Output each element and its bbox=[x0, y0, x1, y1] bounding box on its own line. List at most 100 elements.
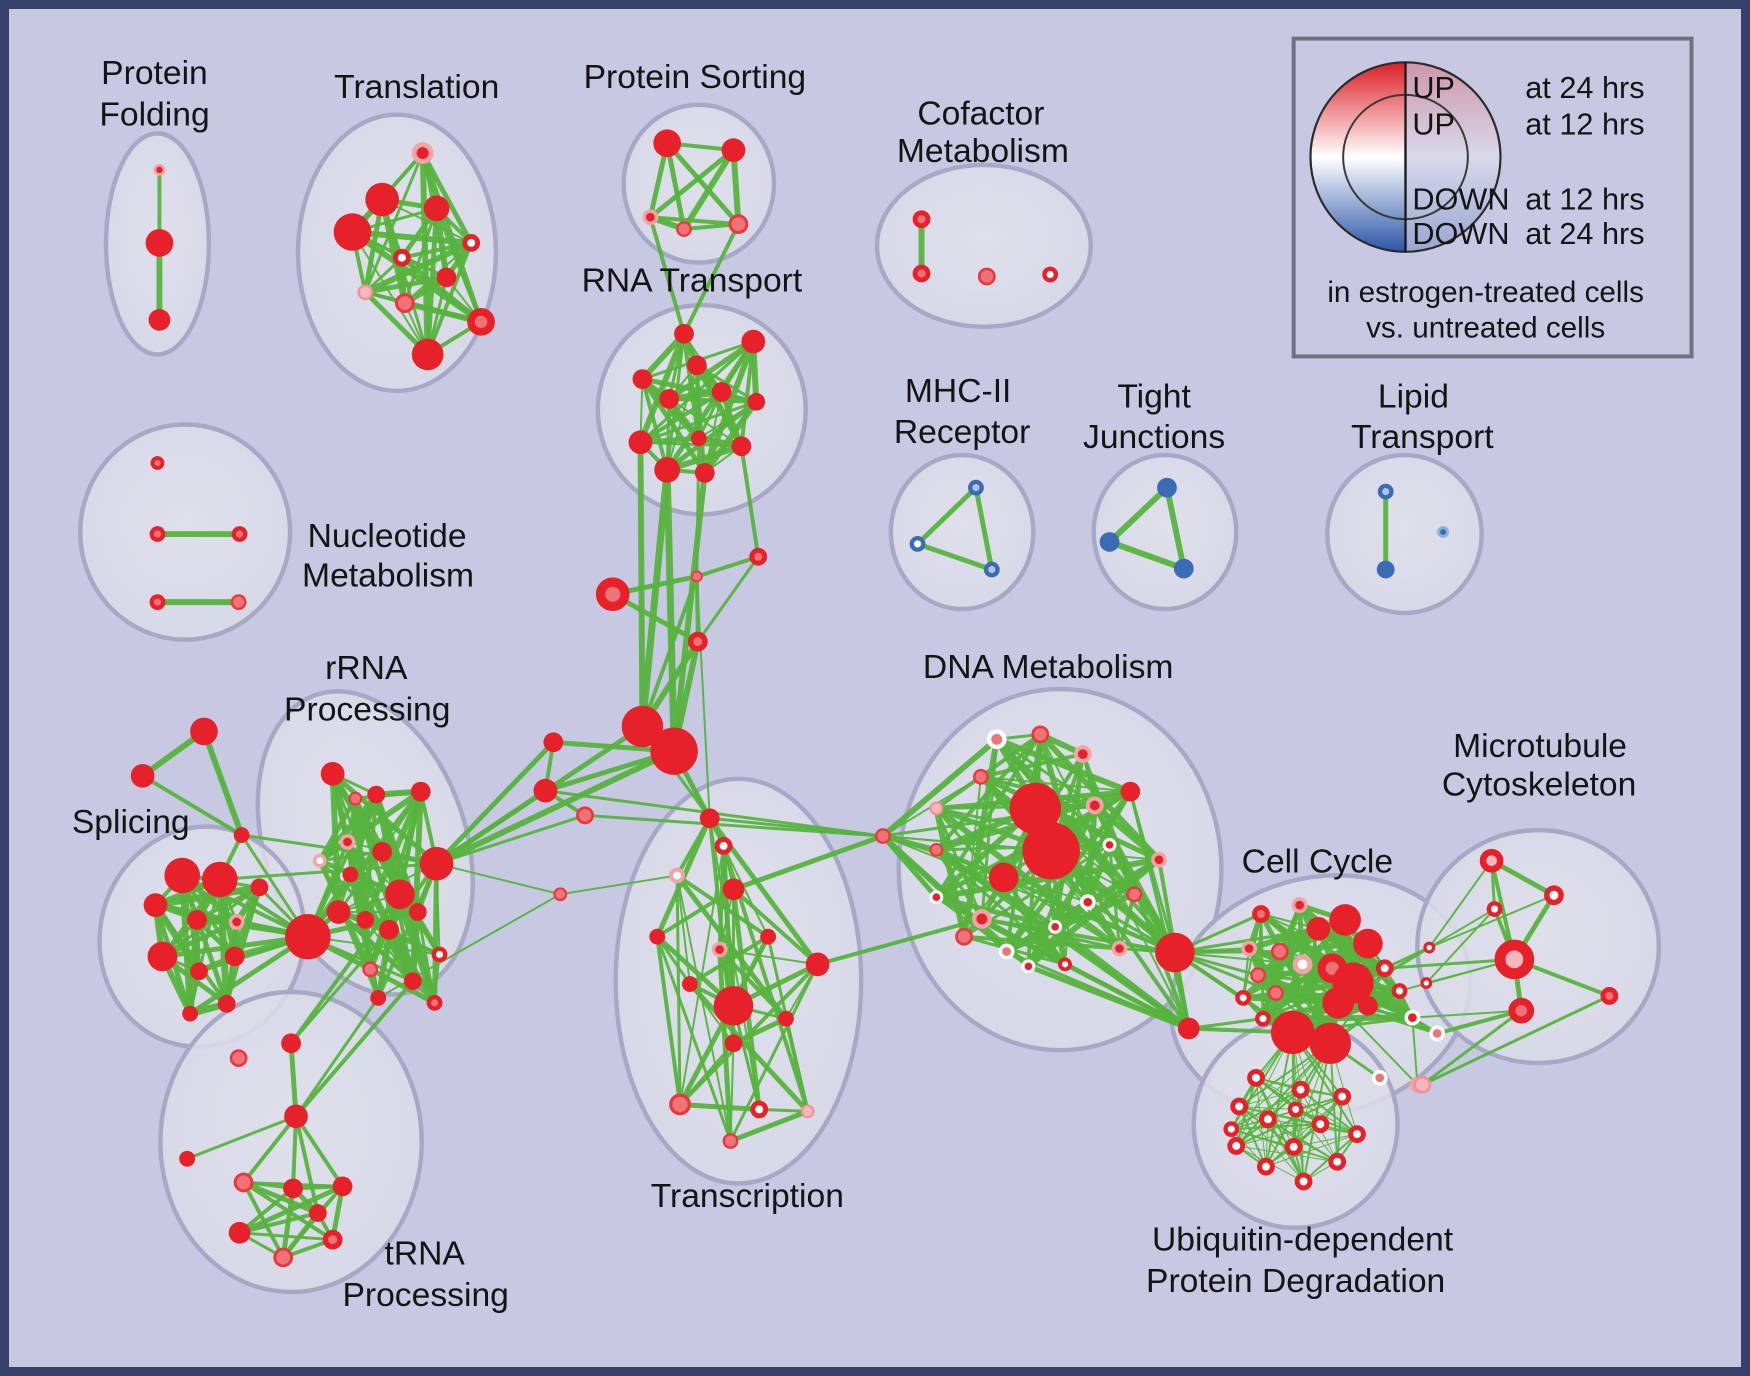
gene-node bbox=[632, 369, 653, 389]
edge bbox=[731, 887, 820, 967]
gene-node bbox=[1126, 886, 1143, 903]
gene-node bbox=[1404, 1009, 1421, 1026]
gene-node bbox=[143, 893, 168, 917]
gene-node bbox=[674, 323, 694, 344]
gene-node bbox=[1257, 1157, 1275, 1176]
gene-node bbox=[669, 867, 685, 884]
cluster-ellipse-microtubule-cytoskeleton bbox=[1415, 827, 1662, 1066]
cluster-label-mhc-ii-receptor: Receptor bbox=[894, 414, 1031, 451]
edge bbox=[434, 739, 556, 867]
gene-node bbox=[676, 221, 692, 237]
edge bbox=[1238, 1105, 1297, 1110]
edge bbox=[729, 1042, 735, 1142]
gene-node bbox=[187, 910, 207, 930]
gene-node bbox=[228, 1221, 251, 1244]
gene-node bbox=[713, 986, 754, 1026]
gene-node bbox=[1235, 989, 1252, 1006]
gene-node bbox=[1031, 725, 1050, 744]
edge bbox=[1425, 908, 1496, 985]
cluster-label-ubiquitin-degradation: Ubiquitin-dependent bbox=[1152, 1222, 1454, 1259]
gene-node bbox=[998, 943, 1015, 960]
gene-node bbox=[543, 732, 564, 753]
edge bbox=[351, 231, 429, 356]
gene-node bbox=[669, 1093, 691, 1116]
gene-node bbox=[1079, 894, 1096, 911]
gene-node bbox=[419, 846, 454, 881]
edge bbox=[667, 396, 759, 404]
gene-node bbox=[436, 267, 457, 288]
edge bbox=[280, 1185, 296, 1260]
cluster-label-rna-transport: RNA Transport bbox=[582, 262, 803, 299]
edge bbox=[1187, 1017, 1265, 1030]
gene-node bbox=[1391, 983, 1408, 999]
node-layer bbox=[130, 129, 1619, 1268]
edge bbox=[1265, 1096, 1343, 1168]
gene-node bbox=[283, 1178, 303, 1199]
edge bbox=[237, 1186, 296, 1235]
edge bbox=[655, 934, 683, 1107]
edge bbox=[1173, 951, 1304, 966]
gene-node bbox=[150, 456, 165, 470]
gene-node bbox=[1292, 954, 1313, 975]
edge bbox=[420, 150, 474, 246]
edge bbox=[637, 330, 687, 446]
edge bbox=[1302, 1042, 1332, 1183]
edge bbox=[240, 833, 439, 866]
gene-node bbox=[1353, 928, 1383, 959]
gene-node bbox=[1377, 483, 1394, 500]
edge bbox=[1420, 994, 1611, 1087]
cluster-label-nucleotide-metabolism: Nucleotide bbox=[308, 518, 467, 555]
gene-node bbox=[912, 210, 931, 229]
edge bbox=[349, 229, 475, 246]
edge bbox=[1235, 1123, 1321, 1147]
edge bbox=[980, 917, 1191, 1030]
edge bbox=[675, 873, 771, 939]
edge bbox=[433, 748, 678, 867]
gene-node bbox=[1437, 526, 1450, 538]
legend-box bbox=[1291, 36, 1694, 359]
gene-node bbox=[233, 827, 250, 843]
edge bbox=[238, 1231, 335, 1242]
cluster-label-microtubule-cytoskeleton: Microtubule bbox=[1453, 728, 1627, 765]
gene-node bbox=[1151, 851, 1167, 868]
edge bbox=[1411, 1009, 1523, 1019]
gene-node bbox=[929, 801, 944, 816]
edge bbox=[187, 934, 311, 1017]
gene-node bbox=[722, 878, 745, 901]
edge bbox=[730, 147, 742, 228]
legend-circle-right-half bbox=[1405, 62, 1501, 252]
edge bbox=[432, 861, 440, 1006]
gene-node bbox=[1048, 919, 1063, 934]
gene-node bbox=[1479, 848, 1504, 873]
gene-node bbox=[711, 382, 732, 402]
edge bbox=[195, 885, 262, 922]
gene-node bbox=[694, 462, 715, 483]
gene-node bbox=[229, 1049, 248, 1067]
edge bbox=[317, 796, 358, 864]
gene-node bbox=[1102, 838, 1117, 852]
cluster-label-lipid-transport: Lipid bbox=[1378, 379, 1449, 416]
gene-node bbox=[1223, 1121, 1240, 1138]
gene-node bbox=[1413, 1075, 1432, 1094]
edge bbox=[664, 443, 745, 473]
legend-caption-line: vs. untreated cells bbox=[1366, 312, 1605, 345]
gene-node bbox=[750, 1100, 769, 1119]
gene-node bbox=[1073, 745, 1092, 764]
edge bbox=[696, 555, 760, 644]
gene-node bbox=[653, 129, 682, 158]
edge bbox=[638, 400, 758, 444]
gene-node bbox=[749, 547, 768, 566]
edge bbox=[294, 1114, 345, 1189]
gene-node bbox=[365, 182, 399, 217]
edge bbox=[648, 215, 741, 227]
edge bbox=[979, 916, 1177, 955]
edge bbox=[664, 339, 756, 473]
gene-node bbox=[285, 914, 331, 960]
edge bbox=[1420, 1009, 1523, 1087]
edge bbox=[1230, 1128, 1339, 1163]
gene-node bbox=[912, 264, 931, 283]
gene-node bbox=[411, 338, 444, 371]
edge bbox=[1256, 918, 1347, 977]
gene-node bbox=[659, 388, 680, 409]
edge bbox=[152, 883, 263, 909]
